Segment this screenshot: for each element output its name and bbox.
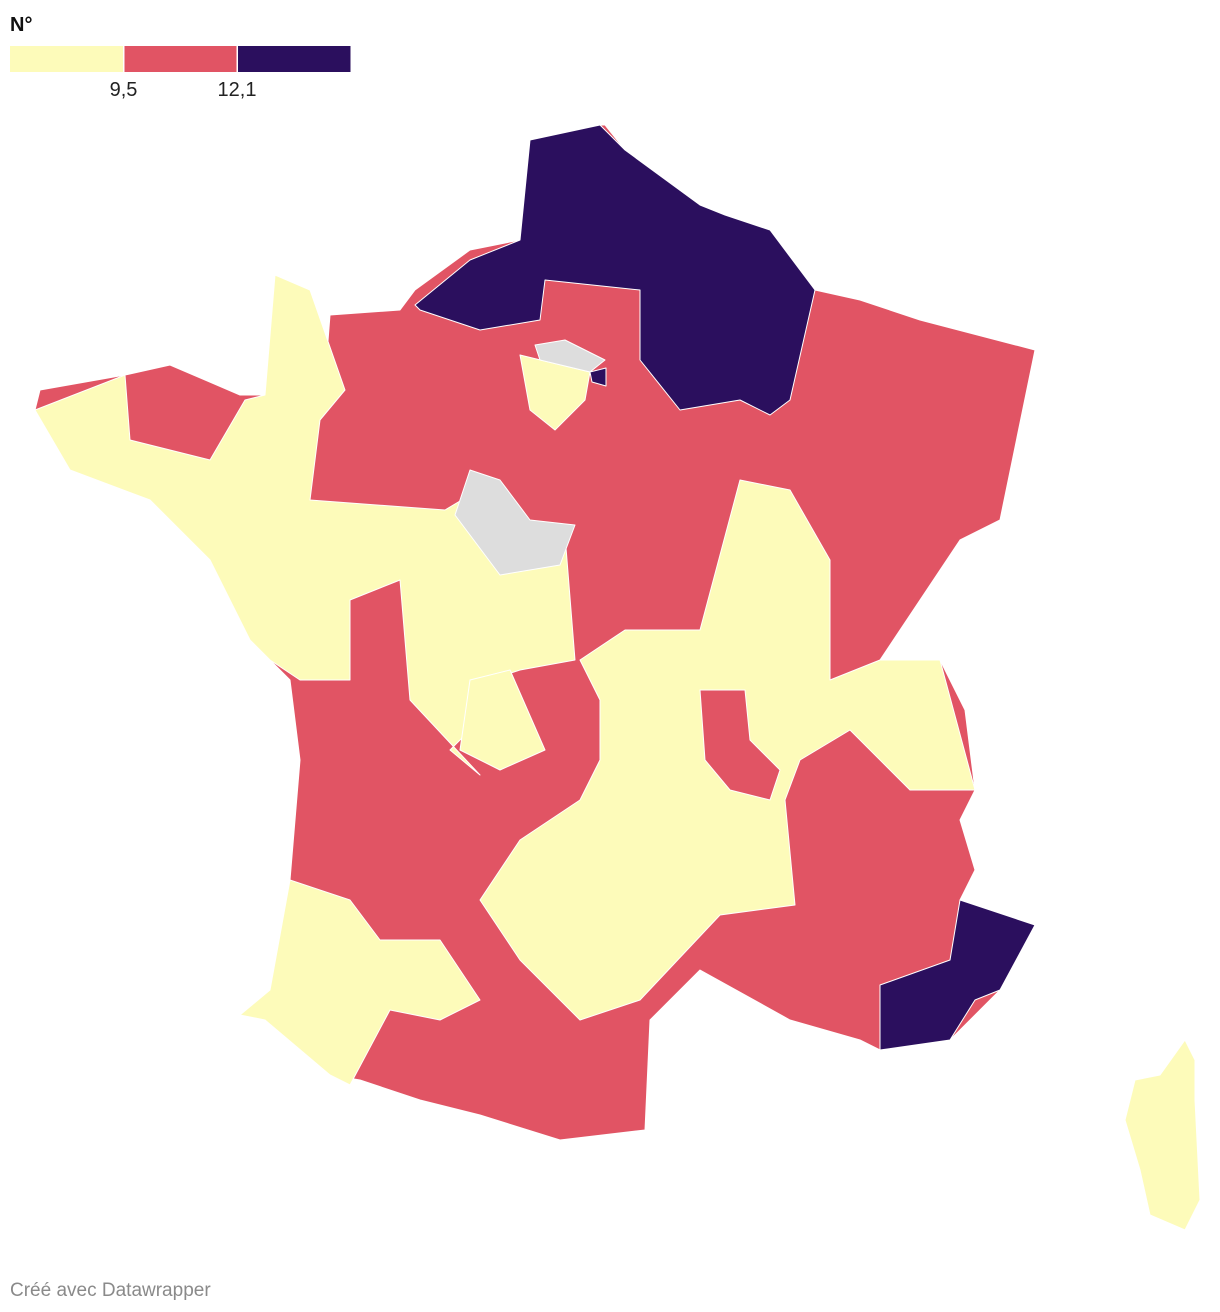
legend-swatch bbox=[238, 46, 351, 72]
region bbox=[699, 689, 781, 801]
region bbox=[879, 899, 1036, 1051]
legend-swatch bbox=[10, 46, 124, 72]
legend: 9,5 12,1 bbox=[10, 46, 351, 101]
region-no-data bbox=[534, 339, 606, 373]
legend-swatch bbox=[124, 46, 237, 72]
region bbox=[414, 124, 816, 416]
region bbox=[589, 367, 607, 387]
region-no-data bbox=[454, 469, 576, 576]
region bbox=[239, 879, 481, 1086]
legend-tick-label: 12,1 bbox=[218, 79, 257, 101]
region bbox=[1124, 1039, 1201, 1231]
region bbox=[459, 669, 546, 771]
legend-tick-label: 9,5 bbox=[110, 79, 138, 101]
legend-title: N° bbox=[10, 14, 32, 36]
footer: Créé avec Datawrapper bbox=[10, 1280, 211, 1301]
map bbox=[34, 124, 1201, 1231]
region bbox=[34, 274, 576, 776]
